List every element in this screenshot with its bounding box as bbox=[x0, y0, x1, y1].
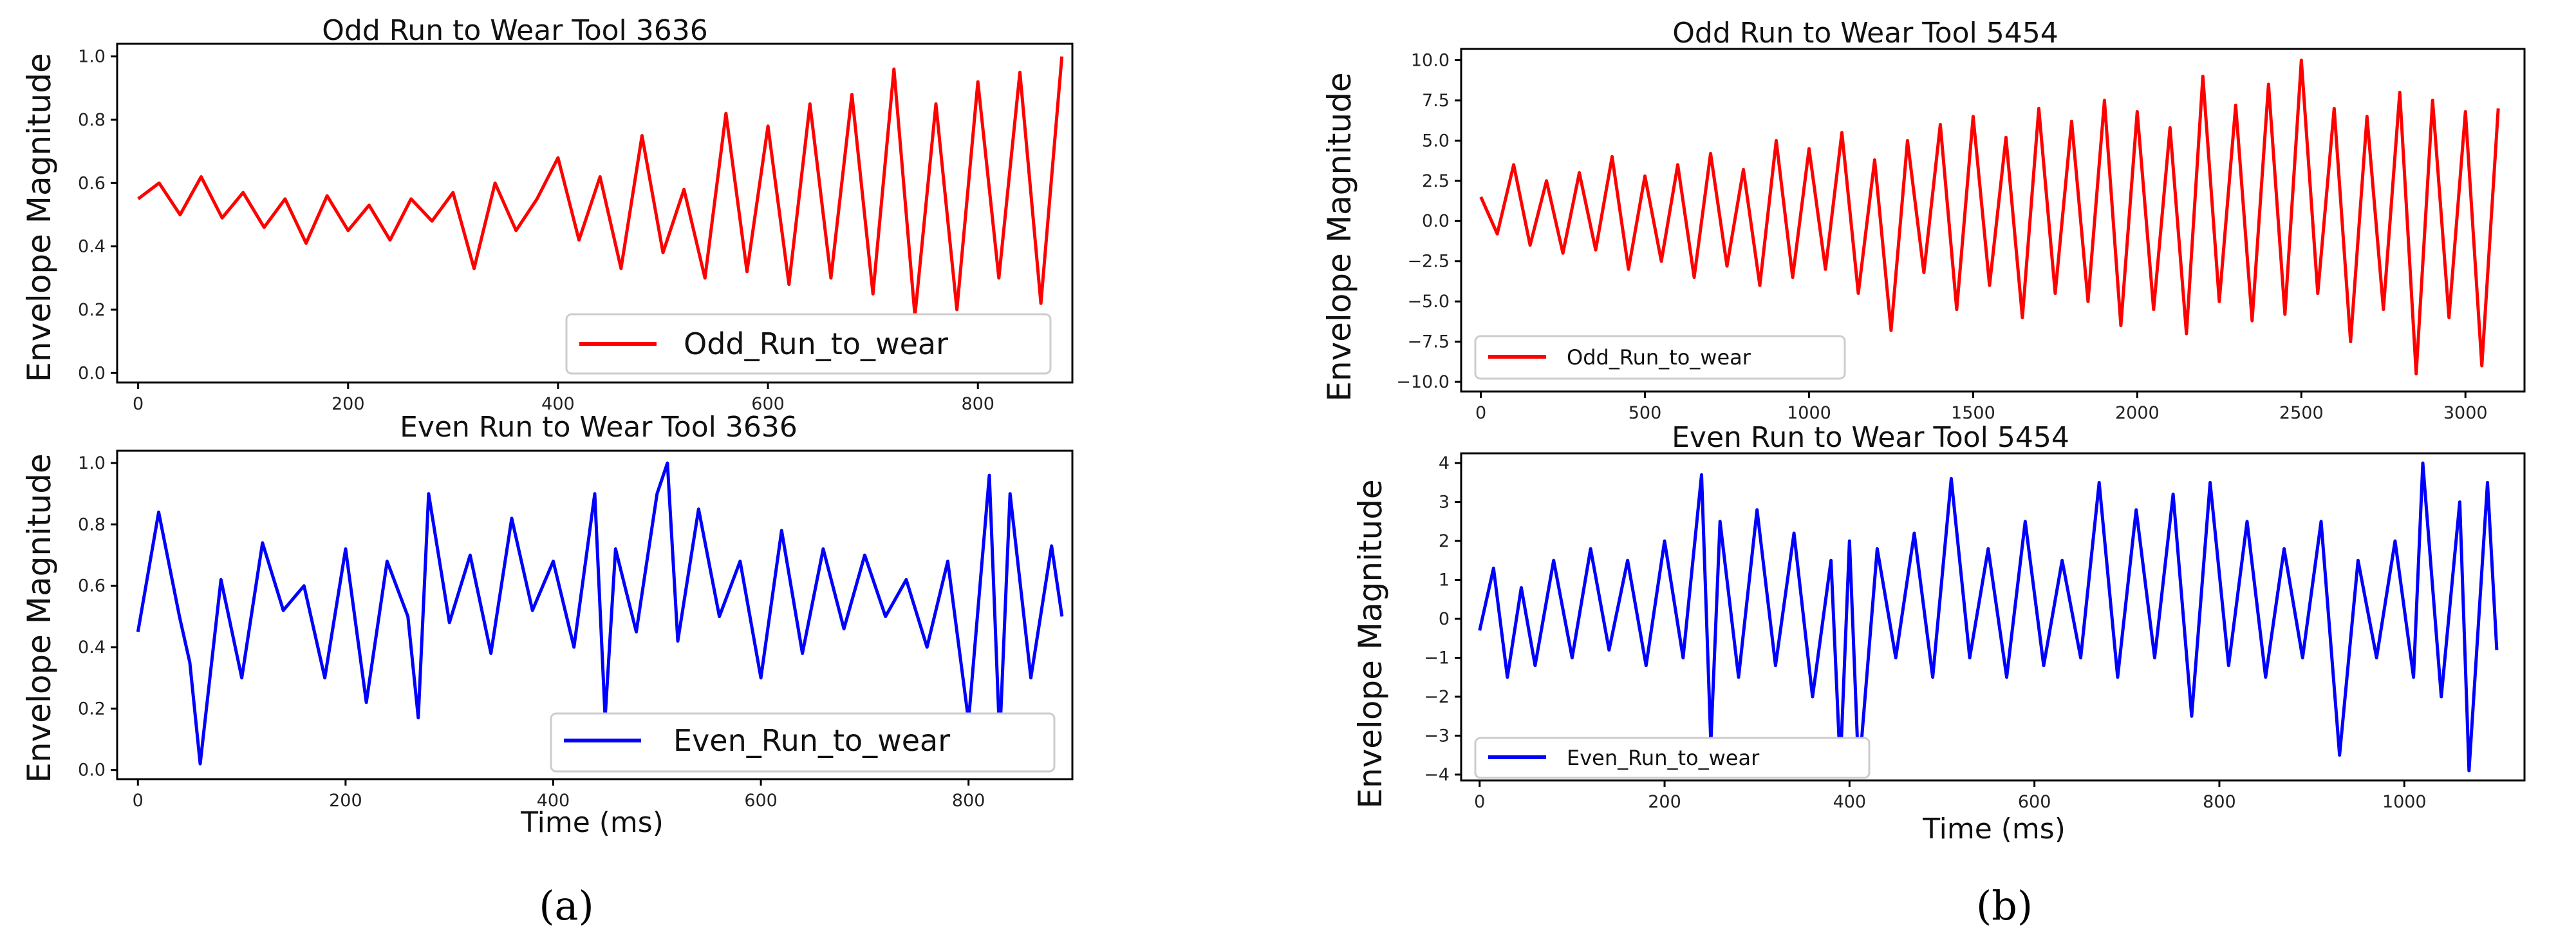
x-tick-label: 200 bbox=[1648, 792, 1681, 812]
x-tick-label: 0 bbox=[133, 394, 144, 414]
plot-frame bbox=[116, 42, 1074, 384]
y-tick-label: 0.4 bbox=[78, 637, 106, 657]
chart-title: Even Run to Wear Tool 3636 bbox=[400, 411, 798, 444]
y-tick-label: −2 bbox=[1424, 687, 1450, 707]
series-line-group bbox=[1479, 59, 2500, 375]
y-tick-label: 0.0 bbox=[78, 760, 106, 780]
legend: Even_Run_to_wear bbox=[550, 712, 1056, 773]
x-tick-label: 0 bbox=[133, 791, 144, 811]
x-axis-label: Time (ms) bbox=[1922, 813, 2066, 845]
caption-b: (b) bbox=[1976, 882, 2033, 929]
y-axis-label: Envelope Magnitude bbox=[1352, 479, 1389, 808]
y-tick-label: 0.4 bbox=[78, 237, 106, 257]
series-line-Even_Run_to_wear bbox=[1478, 461, 2499, 777]
y-tick-label: 2 bbox=[1439, 531, 1450, 551]
x-tick-label: 0 bbox=[1474, 792, 1485, 812]
y-tick-label: −5.0 bbox=[1407, 292, 1450, 312]
y-tick-label: 3 bbox=[1439, 493, 1450, 513]
panel-a-top: Odd Run to Wear Tool 3636 Envelope Magni… bbox=[21, 14, 1074, 414]
y-tick-label: 0.8 bbox=[78, 110, 106, 130]
legend-box bbox=[550, 712, 1056, 773]
y-tick-label: −1 bbox=[1424, 648, 1450, 668]
y-tick-label: 1.0 bbox=[78, 453, 106, 473]
y-axis-label: Envelope Magnitude bbox=[1321, 72, 1358, 401]
legend-entry: Odd_Run_to_wear bbox=[1567, 345, 1751, 370]
x-tick-label: 400 bbox=[1833, 792, 1867, 812]
y-tick-label: 2.5 bbox=[1422, 171, 1450, 191]
x-tick-label: 600 bbox=[751, 394, 785, 414]
chart-title: Odd Run to Wear Tool 3636 bbox=[322, 14, 707, 47]
x-tick-label: 400 bbox=[537, 791, 570, 811]
x-tick-label: 800 bbox=[952, 791, 985, 811]
x-axis-label: Time (ms) bbox=[520, 806, 664, 839]
y-tick-label: 1 bbox=[1439, 571, 1450, 590]
y-tick-label: −3 bbox=[1424, 726, 1450, 746]
tick-group: 0 500 1000 1500 2000 2500 3000 −10.0 −7.5 −5.0 −2.… bbox=[1396, 50, 2487, 423]
y-tick-label: 4 bbox=[1439, 453, 1450, 473]
x-tick-label: 200 bbox=[329, 791, 362, 811]
y-tick-label: −2.5 bbox=[1407, 252, 1450, 272]
y-tick-label: 0.0 bbox=[1422, 211, 1450, 231]
x-tick-label: 2000 bbox=[2115, 403, 2160, 423]
x-tick-label: 1000 bbox=[2382, 792, 2427, 812]
x-tick-label: 200 bbox=[331, 394, 365, 414]
series-line-Odd_Run_to_wear bbox=[137, 56, 1064, 318]
x-tick-label: 3000 bbox=[2443, 403, 2488, 423]
plot-frame bbox=[1460, 452, 2526, 782]
x-tick-label: 800 bbox=[961, 394, 994, 414]
chart-title: Odd Run to Wear Tool 5454 bbox=[1672, 17, 2058, 50]
y-tick-label: 0.2 bbox=[78, 699, 106, 719]
y-tick-label: −4 bbox=[1424, 765, 1450, 785]
panel-b-bottom: Even Run to Wear Tool 5454 Envelope Magn… bbox=[1352, 421, 2526, 845]
series-line-Odd_Run_to_wear bbox=[1479, 59, 2500, 375]
y-tick-label: 7.5 bbox=[1422, 91, 1450, 111]
y-tick-label: −7.5 bbox=[1407, 332, 1450, 352]
y-tick-label: 0.6 bbox=[78, 173, 106, 193]
y-tick-label: 1.0 bbox=[78, 47, 106, 67]
legend: Even_Run_to_wear bbox=[1474, 737, 1871, 779]
y-tick-label: 10.0 bbox=[1411, 50, 1450, 70]
panel-b-top: Odd Run to Wear Tool 5454 Envelope Magni… bbox=[1321, 17, 2526, 423]
x-tick-label: 400 bbox=[541, 394, 575, 414]
tick-group: 0 200 400 600 800 0.0 0.2 0.4 0.6 0.8 1.0 bbox=[78, 47, 994, 414]
caption-a: (a) bbox=[539, 882, 593, 929]
x-tick-label: 500 bbox=[1629, 403, 1662, 423]
series-line-group bbox=[137, 56, 1064, 318]
series-line-group bbox=[1478, 461, 2499, 777]
tick-group: 0 200 400 600 800 0.0 0.2 0.4 0.6 0.8 1.0 bbox=[78, 453, 985, 811]
legend: Odd_Run_to_wear bbox=[565, 313, 1052, 375]
legend-box bbox=[1474, 737, 1871, 779]
legend-entry: Even_Run_to_wear bbox=[1567, 746, 1760, 770]
x-tick-label: 600 bbox=[2018, 792, 2051, 812]
x-tick-label: 2500 bbox=[2279, 403, 2324, 423]
y-tick-label: 0.0 bbox=[78, 363, 106, 383]
legend: Odd_Run_to_wear bbox=[1474, 335, 1846, 380]
y-tick-label: 5.0 bbox=[1422, 131, 1450, 151]
y-tick-label: −10.0 bbox=[1396, 372, 1450, 392]
y-tick-label: 0.8 bbox=[78, 514, 106, 534]
y-axis-label: Envelope Magnitude bbox=[21, 53, 58, 382]
x-tick-label: 800 bbox=[2203, 792, 2236, 812]
y-tick-label: 0 bbox=[1439, 609, 1450, 629]
y-tick-label: 0.2 bbox=[78, 300, 106, 320]
panel-a-bottom: Even Run to Wear Tool 3636 Envelope Magn… bbox=[21, 411, 1074, 839]
x-tick-label: 1000 bbox=[1787, 403, 1831, 423]
x-tick-label: 1500 bbox=[1951, 403, 1995, 423]
y-axis-label: Envelope Magnitude bbox=[21, 453, 58, 782]
y-tick-label: 0.6 bbox=[78, 576, 106, 596]
chart-title: Even Run to Wear Tool 5454 bbox=[1672, 421, 2069, 454]
x-tick-label: 0 bbox=[1475, 403, 1486, 423]
x-tick-label: 600 bbox=[744, 791, 778, 811]
legend-box bbox=[565, 313, 1052, 375]
tick-group: 0 200 400 600 800 1000 −4 −3 −2 −1 0 1 2 3 4 bbox=[1424, 453, 2426, 812]
plot-frame bbox=[116, 449, 1074, 780]
legend-entry: Even_Run_to_wear bbox=[673, 723, 950, 758]
legend-entry: Odd_Run_to_wear bbox=[684, 326, 948, 361]
legend-box bbox=[1474, 335, 1846, 380]
